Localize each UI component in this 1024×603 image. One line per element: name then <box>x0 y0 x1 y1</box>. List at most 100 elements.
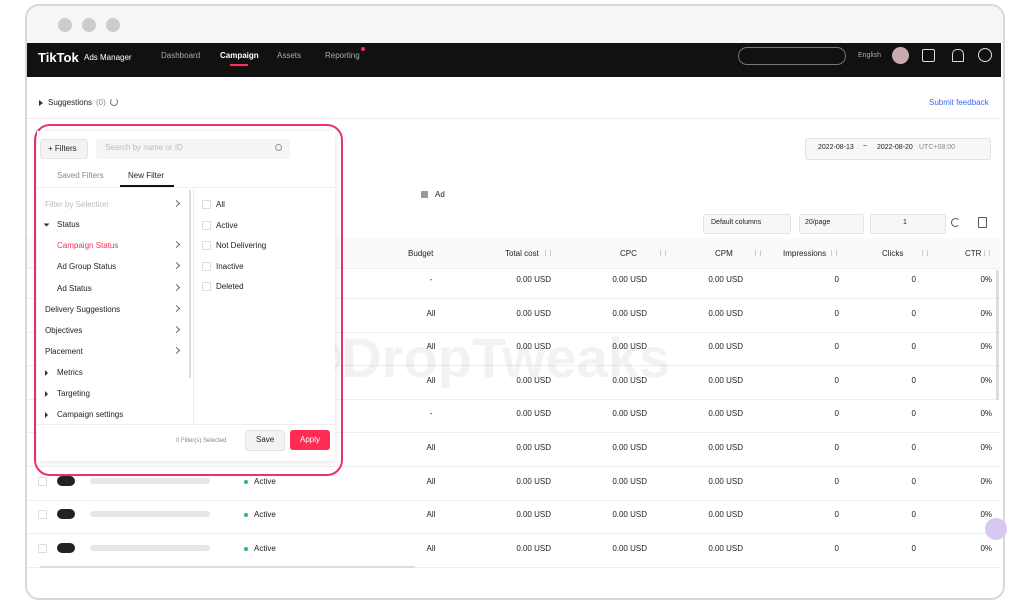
suggestions-label[interactable]: Suggestions <box>48 98 93 107</box>
row-checkbox[interactable] <box>38 476 47 486</box>
cell-clicks: 0 <box>911 275 916 284</box>
expand-arrow[interactable] <box>39 100 43 106</box>
cell-cpm: 0.00 USD <box>708 476 743 486</box>
pagination[interactable] <box>870 214 946 234</box>
cell-budget: All <box>426 543 436 553</box>
nav-search[interactable] <box>738 47 846 65</box>
cell-ctr: 0% <box>980 543 992 553</box>
h-scrollbar <box>40 566 415 568</box>
cell-total-cost: 0.00 USD <box>516 543 551 553</box>
status-dot <box>244 479 248 484</box>
cell-cpc: 0.00 USD <box>612 543 647 553</box>
sort-icon <box>922 250 928 256</box>
filter-search[interactable] <box>96 139 290 159</box>
status: Active <box>254 476 276 486</box>
language[interactable]: English <box>858 52 881 59</box>
page-size-select[interactable] <box>799 214 864 234</box>
nav-icon[interactable] <box>952 49 964 62</box>
row-checkbox[interactable] <box>38 543 47 553</box>
apply-button[interactable] <box>290 430 330 450</box>
filter-panel <box>37 131 335 461</box>
cell-ctr: 0% <box>980 409 992 419</box>
columns-select[interactable] <box>703 214 791 234</box>
cell-budget: - <box>429 275 433 284</box>
status-dot <box>244 546 248 551</box>
sort-icon <box>984 250 990 256</box>
cell-cpm: 0.00 USD <box>708 275 743 284</box>
level-tab[interactable]: Ad <box>435 190 445 199</box>
page-number: 1 <box>903 219 907 226</box>
nav-item[interactable]: Campaign <box>220 51 259 60</box>
cell-cpm: 0.00 USD <box>708 342 743 352</box>
cell-cpm: 0.00 USD <box>708 443 743 452</box>
cell-cpm: 0.00 USD <box>708 510 743 520</box>
filters-button[interactable] <box>40 139 88 159</box>
cell-cpm: 0.00 USD <box>708 409 743 419</box>
submit-feedback[interactable]: Submit feedback <box>929 98 989 107</box>
cell-clicks: 0 <box>911 342 916 352</box>
column-header[interactable]: Impressions <box>783 249 827 258</box>
section-title: Filter by Selection <box>45 200 109 209</box>
toggle[interactable] <box>57 475 75 486</box>
cell-clicks: 0 <box>911 443 916 452</box>
cell-total-cost: 0.00 USD <box>516 409 551 419</box>
refresh-icon[interactable] <box>110 98 118 106</box>
sort-icon <box>755 250 761 256</box>
search-placeholder: Search by name or ID <box>105 143 183 152</box>
checkbox[interactable] <box>421 191 428 198</box>
cell-clicks: 0 <box>911 409 916 419</box>
chat-bubble[interactable] <box>985 518 1007 540</box>
column-header[interactable]: CPC <box>620 249 637 258</box>
cell-impressions: 0 <box>834 409 839 419</box>
name-blur <box>90 544 210 551</box>
notification-dot <box>361 47 365 51</box>
status: Active <box>254 543 276 553</box>
avatar[interactable] <box>892 47 909 64</box>
window-dot <box>82 18 96 32</box>
cell-impressions: 0 <box>834 275 839 284</box>
column-header[interactable]: Budget <box>408 249 434 258</box>
cell-total-cost: 0.00 USD <box>516 342 551 352</box>
nav-item[interactable]: Dashboard <box>161 51 201 60</box>
cell-budget: All <box>426 375 436 385</box>
cell-total-cost: 0.00 USD <box>516 375 551 385</box>
nav-icon[interactable] <box>978 48 992 62</box>
column-header[interactable]: Clicks <box>882 249 904 258</box>
cell-total-cost: 0.00 USD <box>516 443 551 452</box>
toggle[interactable] <box>57 542 75 553</box>
nav-icon[interactable] <box>922 49 935 62</box>
cell-clicks: 0 <box>911 543 916 553</box>
cell-cpm: 0.00 USD <box>708 543 743 553</box>
row-divider <box>27 398 1001 400</box>
toggle[interactable] <box>57 509 75 520</box>
cell-cpc: 0.00 USD <box>612 409 647 419</box>
save-button[interactable] <box>245 430 285 451</box>
row-divider <box>27 365 1001 367</box>
column-header[interactable]: Total cost <box>505 249 539 258</box>
cell-impressions: 0 <box>834 308 839 318</box>
cell-ctr: 0% <box>980 342 992 352</box>
cell-cpc: 0.00 USD <box>612 443 647 452</box>
filter-tab[interactable]: New Filter <box>128 171 165 180</box>
row-checkbox[interactable] <box>38 510 47 520</box>
nav-item[interactable]: Assets <box>277 51 302 60</box>
cell-impressions: 0 <box>834 543 839 553</box>
divider <box>37 424 335 425</box>
cell-cpc: 0.00 USD <box>612 342 647 352</box>
column-header[interactable]: CPM <box>715 249 733 258</box>
export-button[interactable] <box>978 217 987 228</box>
cell-ctr: 0% <box>980 476 992 486</box>
date-range[interactable] <box>805 138 991 160</box>
date-separator: ~ <box>863 143 868 150</box>
column-header[interactable]: CTR <box>965 249 982 258</box>
refresh-button[interactable] <box>951 218 960 227</box>
nav-active-underline <box>230 64 248 66</box>
cell-ctr: 0% <box>980 275 992 284</box>
nav-item[interactable]: Reporting <box>325 51 360 60</box>
cell-impressions: 0 <box>834 443 839 452</box>
cell-clicks: 0 <box>911 476 916 486</box>
cell-total-cost: 0.00 USD <box>516 308 551 318</box>
filter-tab[interactable]: Saved Filters <box>57 171 104 180</box>
